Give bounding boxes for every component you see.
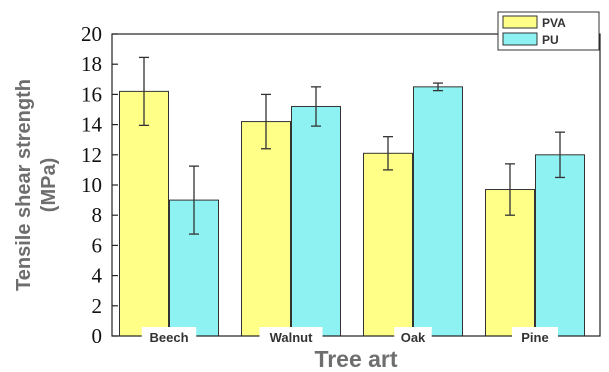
y-tick-label: 0 <box>92 324 103 348</box>
y-tick-label: 6 <box>92 233 103 257</box>
bars <box>119 86 585 337</box>
error-bar-pu-walnut <box>311 86 321 127</box>
y-axis-title-line1: Tensile shear strength <box>13 79 35 291</box>
y-axis-tick-labels: 0 2 4 6 8 10 12 14 16 18 20 <box>81 22 103 348</box>
legend-swatch-pu <box>502 32 538 46</box>
plot-frame <box>111 33 601 337</box>
y-axis-ticks <box>112 33 118 337</box>
legend-swatch-pva <box>502 15 538 29</box>
x-tick-label-beech: Beech <box>141 327 197 345</box>
y-tick-label: 16 <box>81 82 102 106</box>
y-tick-label: 4 <box>92 264 103 288</box>
x-tick-label: Walnut <box>270 330 314 345</box>
y-tick-label: 14 <box>81 113 103 137</box>
y-tick-label: 12 <box>81 143 102 167</box>
x-tick-label-pine: Pine <box>512 327 558 345</box>
error-bar-pva-pine <box>505 163 515 216</box>
bar-pu-pine <box>535 154 585 337</box>
bar-pu-oak <box>413 86 463 337</box>
error-bars <box>139 56 565 235</box>
y-axis-title: Tensile shear strength (MPa) <box>13 79 60 291</box>
bar-pva-oak <box>363 152 413 337</box>
bar-pu-walnut <box>291 105 341 337</box>
y-tick-label: 20 <box>81 22 102 46</box>
legend-label-pu: PU <box>542 33 559 47</box>
y-tick-label: 8 <box>92 203 103 227</box>
x-axis-tick-labels: Beech Walnut Oak Pine <box>141 327 558 345</box>
x-axis-title: Tree art <box>314 346 397 372</box>
error-bar-pva-oak <box>383 136 393 171</box>
y-axis-title-line2: (MPa) <box>38 158 60 212</box>
y-tick-label: 2 <box>92 294 103 318</box>
bar-pva-walnut <box>241 121 291 337</box>
x-tick-label: Pine <box>521 330 548 345</box>
x-tick-label-oak: Oak <box>394 327 432 345</box>
bar-pva-beech <box>119 90 169 337</box>
error-bar-pu-beech <box>189 165 199 235</box>
legend-label-pva: PVA <box>542 16 566 30</box>
x-tick-label: Beech <box>149 330 188 345</box>
x-tick-label-walnut: Walnut <box>259 327 323 345</box>
error-bar-pu-oak <box>433 82 443 92</box>
error-bar-pu-pine <box>555 131 565 179</box>
error-bar-pva-beech <box>139 56 149 127</box>
y-tick-label: 10 <box>81 173 102 197</box>
legend: PVA PU <box>497 11 600 51</box>
y-tick-label: 18 <box>81 52 102 76</box>
x-tick-label: Oak <box>401 330 426 345</box>
error-bar-pva-walnut <box>261 93 271 150</box>
